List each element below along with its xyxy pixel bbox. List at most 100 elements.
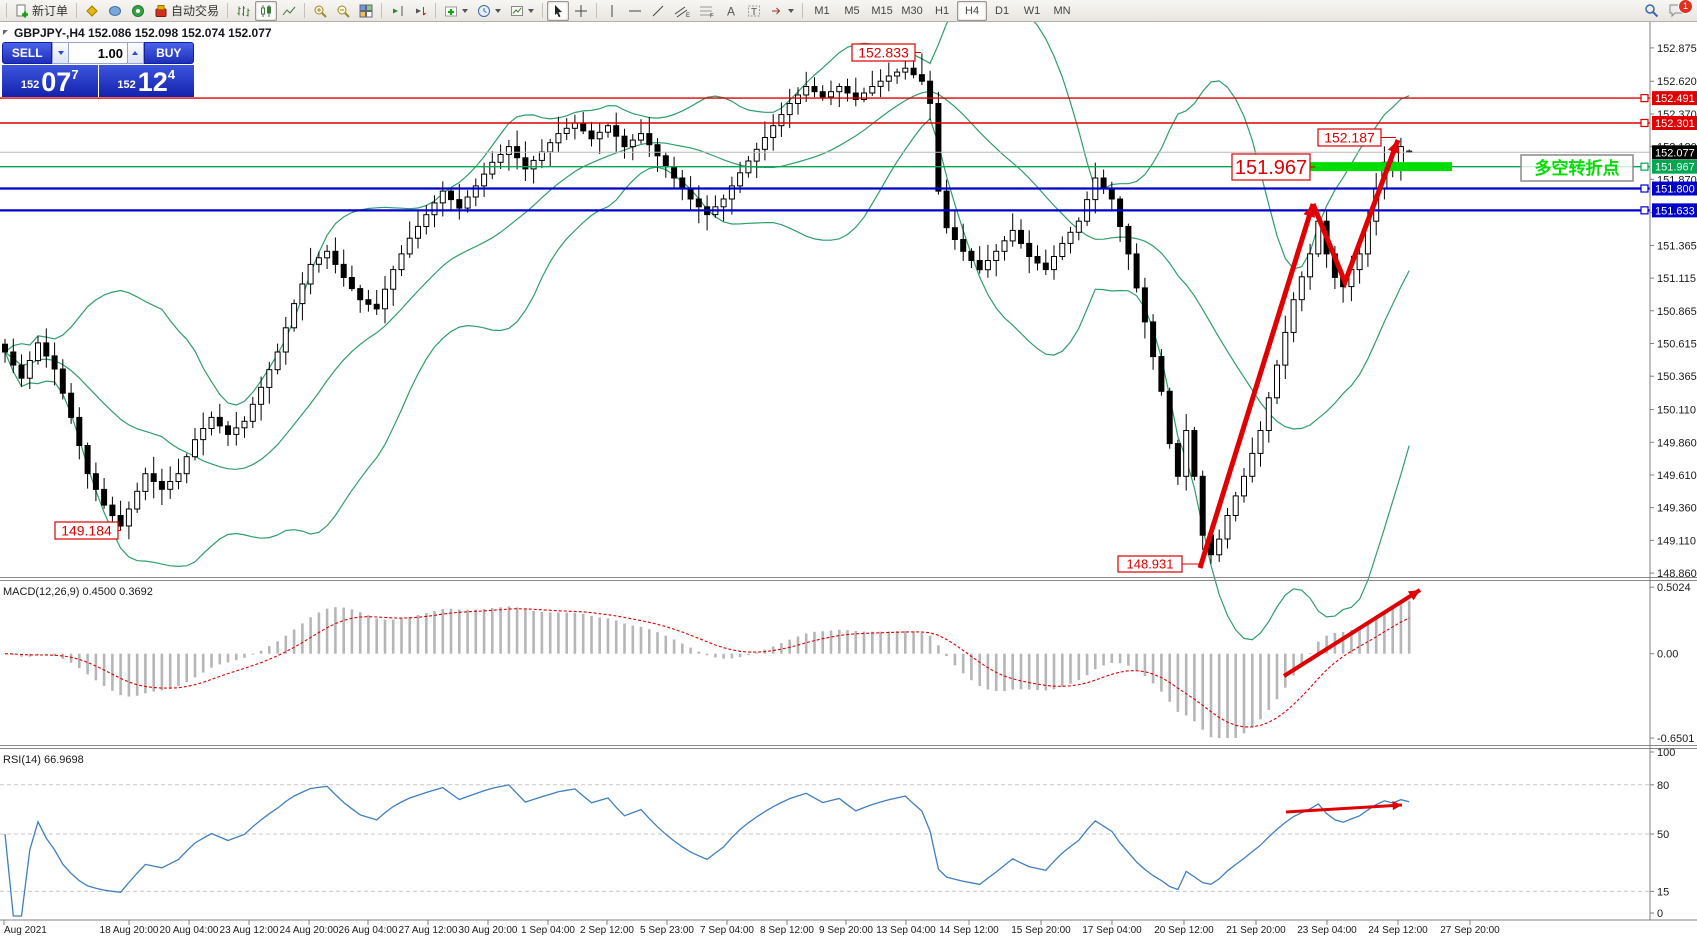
timeframe-button-m15[interactable]: M15 <box>871 4 893 17</box>
auto-scroll-button[interactable] <box>409 1 431 21</box>
bar-chart-icon <box>237 5 250 16</box>
channel-icon: E <box>674 6 690 18</box>
toolbar-divider <box>542 3 544 18</box>
text-tool-button[interactable]: A <box>720 1 742 21</box>
buy-button[interactable]: BUY <box>143 42 194 64</box>
svg-text:27 Aug 12:00: 27 Aug 12:00 <box>399 925 458 936</box>
channel-button[interactable]: E <box>670 1 694 21</box>
fibonacci-button[interactable]: F <box>695 1 719 21</box>
svg-text:152.301: 152.301 <box>1655 118 1695 130</box>
toolbar-divider <box>227 3 229 18</box>
annotation-text: 149.184 <box>61 523 112 539</box>
svg-text:26 Aug 04:00: 26 Aug 04:00 <box>339 925 398 936</box>
level-lines[interactable] <box>0 94 1650 215</box>
trendline-button[interactable] <box>647 1 669 21</box>
svg-text:150.110: 150.110 <box>1657 405 1696 417</box>
annotation-text: 148.931 <box>1127 557 1174 572</box>
candlestick-chart-button[interactable] <box>255 0 278 21</box>
panel-toggle-icon[interactable] <box>3 30 8 35</box>
svg-text:20 Aug 04:00: 20 Aug 04:00 <box>160 925 219 936</box>
trend-arrow <box>1197 203 1316 569</box>
timeframe-button-h1[interactable]: H1 <box>935 4 950 17</box>
svg-text:100: 100 <box>1657 747 1675 759</box>
tile-windows-button[interactable] <box>355 1 377 21</box>
line-chart-button[interactable] <box>278 1 300 21</box>
trend-arrow <box>1285 803 1403 814</box>
timeframe-button-h4[interactable]: H4 <box>957 0 988 21</box>
svg-text:F: F <box>710 13 714 18</box>
cursor-button[interactable] <box>547 0 570 21</box>
price-annotations[interactable]: 152.833 151.967 152.187 149.184 148.931 <box>54 43 1396 573</box>
chart-drawings[interactable] <box>1197 139 1452 814</box>
svg-text:1 Sep 04:00: 1 Sep 04:00 <box>521 925 575 936</box>
svg-text:13 Sep 04:00: 13 Sep 04:00 <box>876 925 936 936</box>
timeframe-button-d1[interactable]: D1 <box>995 4 1010 17</box>
sell-button[interactable]: SELL <box>2 42 53 64</box>
periods-button[interactable] <box>473 1 505 21</box>
timeframe-button-m1[interactable]: M1 <box>814 4 830 17</box>
svg-text:0.00: 0.00 <box>1657 649 1678 661</box>
vertical-line-button[interactable] <box>601 1 623 21</box>
triangle-down-icon <box>57 51 64 55</box>
zoom-in-button[interactable] <box>309 1 331 21</box>
buy-price-figure: 152 <box>117 79 136 91</box>
svg-text:Aug 2021: Aug 2021 <box>4 925 47 936</box>
add-indicator-button[interactable] <box>440 1 472 21</box>
clock-icon <box>478 4 491 17</box>
svg-text:24 Aug 20:00: 24 Aug 20:00 <box>280 925 339 936</box>
annotation-box <box>851 43 916 62</box>
label-tool-button[interactable]: T <box>743 1 765 21</box>
svg-text:23 Sep 04:00: 23 Sep 04:00 <box>1297 925 1357 936</box>
chevron-down-icon <box>495 8 502 13</box>
svg-text:149.860: 149.860 <box>1657 437 1697 449</box>
bar-chart-button[interactable] <box>232 1 254 21</box>
buy-price-display[interactable]: 152 12 4 <box>98 65 194 97</box>
note-label[interactable]: 多空转折点 <box>1520 154 1634 182</box>
auto-scroll-icon <box>416 6 426 15</box>
timeframe-button-m30[interactable]: M30 <box>901 4 923 17</box>
svg-text:15 Sep 20:00: 15 Sep 20:00 <box>1011 925 1071 936</box>
note-label-box <box>1520 154 1634 182</box>
auto-trading-icon <box>155 4 167 17</box>
sell-price-display[interactable]: 152 07 7 <box>2 65 98 97</box>
label-icon: T <box>748 5 761 18</box>
templates-button[interactable] <box>506 1 538 21</box>
timeframe-button-mn[interactable]: MN <box>1053 4 1071 17</box>
zoom-out-icon <box>337 5 350 18</box>
crosshair-button[interactable] <box>570 1 592 21</box>
volume-decrease-button[interactable] <box>52 42 69 64</box>
timeframe-buttons: M1 M5 M15 M30 H1 H4 D1 W1 MN <box>807 0 1077 21</box>
remote-tool-button[interactable] <box>104 1 126 21</box>
horizontal-line-button[interactable] <box>624 1 646 21</box>
svg-text:152.620: 152.620 <box>1657 76 1697 88</box>
price-badges: 152.491 152.301 151.967 151.800 151.633 152.0… <box>1652 91 1697 218</box>
horizontal-line-icon <box>629 10 642 11</box>
search-button[interactable] <box>1640 1 1663 21</box>
volume-increase-button[interactable] <box>127 42 144 64</box>
time-axis[interactable]: Aug 2021 18 Aug 20:00 20 Aug 04:00 23 Aug 1… <box>3 920 1500 936</box>
zoom-in-icon <box>314 5 327 18</box>
indicator-axes: 0.5024 0.00 -0.6501 100 80 50 15 0 <box>1650 582 1694 920</box>
cursor-icon <box>555 4 563 17</box>
arrows-tool-button[interactable] <box>766 1 798 21</box>
timeframe-button-m5[interactable]: M5 <box>844 4 860 17</box>
svg-text:21 Sep 20:00: 21 Sep 20:00 <box>1226 925 1286 936</box>
chart-shift-button[interactable] <box>386 1 408 21</box>
zoom-out-button[interactable] <box>332 1 354 21</box>
volume-input[interactable] <box>69 42 127 64</box>
new-order-button[interactable]: 新订单 <box>11 1 72 21</box>
last-price-badge <box>1652 145 1697 160</box>
svg-text:27 Sep 20:00: 27 Sep 20:00 <box>1440 925 1500 936</box>
notifications-button[interactable]: 1 <box>1664 0 1693 21</box>
tile-windows-icon <box>359 4 373 17</box>
svg-text:151.633: 151.633 <box>1655 205 1695 217</box>
annotation-text: 151.967 <box>1235 157 1307 179</box>
search-icon <box>1645 4 1659 18</box>
timeframe-button-w1[interactable]: W1 <box>1023 4 1041 17</box>
auto-trading-button[interactable]: 自动交易 <box>150 1 223 21</box>
new-order-label: 新订单 <box>32 4 69 18</box>
signals-button[interactable] <box>127 1 149 21</box>
arrowhead-icon <box>1407 590 1420 601</box>
gold-tool-button[interactable] <box>81 1 103 21</box>
